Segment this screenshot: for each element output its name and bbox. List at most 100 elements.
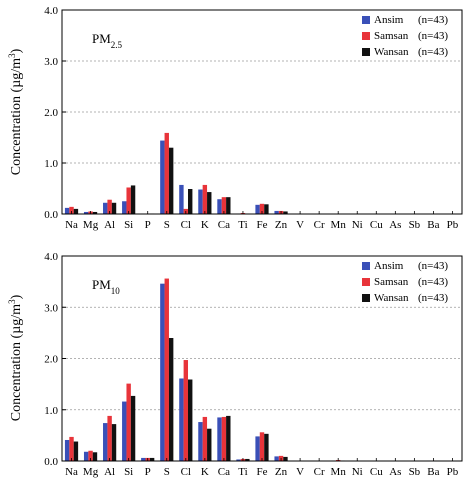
category-label-cu: Cu [370,219,383,231]
legend-swatch-ansim [362,262,370,270]
bar-wansan-s [168,147,174,214]
bar-wansan-ca [226,197,231,214]
y-tick-label: 4.0 [44,5,58,17]
bar-wansan-k [207,428,212,461]
bar-wansan-al [111,202,117,214]
bar-ansim-al [103,202,108,214]
bar-ansim-na [64,439,70,461]
y-tick-label: 0.0 [44,209,58,221]
category-label-ti: Ti [238,466,247,478]
legend-swatch-samsan [362,32,370,40]
legend-swatch-wansan [362,48,370,56]
legend-count-ansim: (n=43) [418,14,448,26]
bar-samsan-s [164,278,169,461]
bar-ansim-mg [83,451,89,461]
bar-wansan-fe [264,204,269,214]
category-label-al: Al [104,466,115,478]
category-label-mg: Mg [83,219,99,231]
category-label-cu: Cu [370,466,383,478]
bar-wansan-zn [283,211,288,214]
bar-wansan-si [130,395,136,461]
category-label-na: Na [65,466,78,478]
y-tick-label: 1.0 [44,158,58,170]
y-axis-label: Concentration (µg/m3) [7,294,24,421]
category-label-fe: Fe [257,219,268,231]
bar-wansan-mg [92,211,98,214]
y-tick-label: 2.0 [44,354,58,366]
category-label-cl: Cl [181,466,191,478]
legend-label-wansan: Wansan [374,46,409,58]
legend-count-wansan: (n=43) [418,292,448,304]
bar-ansim-fe [255,204,260,214]
y-tick-label: 1.0 [44,405,58,417]
legend-swatch-ansim [362,16,370,24]
panel-label: PM2.5 [92,31,123,50]
category-label-k: K [201,466,209,478]
category-label-pb: Pb [447,219,459,231]
legend-label-ansim: Ansim [374,260,404,272]
category-label-al: Al [104,219,115,231]
bar-ansim-k [198,189,203,214]
category-label-zn: Zn [275,219,288,231]
legend-count-wansan: (n=43) [418,46,448,58]
bar-samsan-k [202,184,208,214]
category-label-ca: Ca [218,219,230,231]
legend-count-samsan: (n=43) [418,30,448,42]
bar-wansan-cl [188,189,193,214]
legend: Ansim (n=43) Samsan (n=43) Wansan (n=43) [362,260,448,304]
bar-samsan-fe [259,432,265,461]
bar-samsan-si [126,383,131,461]
bar-ansim-si [122,201,127,214]
bar-wansan-s [168,338,174,461]
legend: Ansim (n=43) Samsan (n=43) Wansan (n=43) [362,14,448,58]
bar-samsan-cl [183,360,189,461]
bar-ansim-zn [274,210,279,214]
bar-ansim-al [103,423,108,461]
bar-ansim-s [160,283,165,461]
bar-ansim-ti [236,459,241,461]
legend-label-samsan: Samsan [374,276,409,288]
bar-ansim-fe [255,436,260,461]
bar-ansim-si [122,401,127,461]
bar-samsan-ca [221,197,227,214]
category-label-v: V [296,466,304,478]
category-label-ca: Ca [218,466,230,478]
legend-label-samsan: Samsan [374,30,409,42]
bar-wansan-al [111,424,117,461]
chart-panel-pm25: 0.0 1.0 2.0 3.0 4.0 Na Mg Al Si P S Cl K Ca Ti Fe Zn V Cr M… [7,5,463,231]
chart-panel-pm10: 0.0 1.0 2.0 3.0 4.0 Na Mg Al Si P S Cl K Ca Ti Fe Zn V Cr M… [7,251,463,478]
bar-samsan-k [202,416,208,461]
category-label-v: V [296,219,304,231]
category-label-k: K [201,219,209,231]
category-label-ba: Ba [427,219,439,231]
bar-ansim-cl [179,184,184,214]
category-label-ba: Ba [427,466,439,478]
category-label-si: Si [124,466,133,478]
y-tick-label: 3.0 [44,56,58,68]
bar-ansim-na [64,207,70,214]
panel-label: PM10 [92,277,120,296]
legend-label-wansan: Wansan [374,292,409,304]
category-label-ti: Ti [238,219,247,231]
y-axis-label: Concentration (µg/m3) [7,48,24,175]
category-label-mg: Mg [83,466,99,478]
bar-ansim-ca [217,199,222,214]
bar-samsan-al [107,415,112,461]
bar-wansan-ti [245,458,250,461]
bar-ansim-ca [217,417,222,461]
bar-wansan-na [73,441,79,461]
y-tick-label: 4.0 [44,251,58,263]
y-tick-label: 2.0 [44,107,58,119]
bar-wansan-si [130,185,136,214]
bar-samsan-mg [88,450,93,461]
bar-wansan-zn [283,456,288,461]
category-label-p: P [145,219,151,231]
category-label-sb: Sb [409,466,421,478]
category-label-mn: Mn [331,219,347,231]
y-tick-label: 0.0 [44,456,58,468]
category-label-as: As [389,219,401,231]
category-label-ni: Ni [352,219,363,231]
bar-wansan-fe [264,433,269,461]
bar-samsan-fe [259,203,265,214]
